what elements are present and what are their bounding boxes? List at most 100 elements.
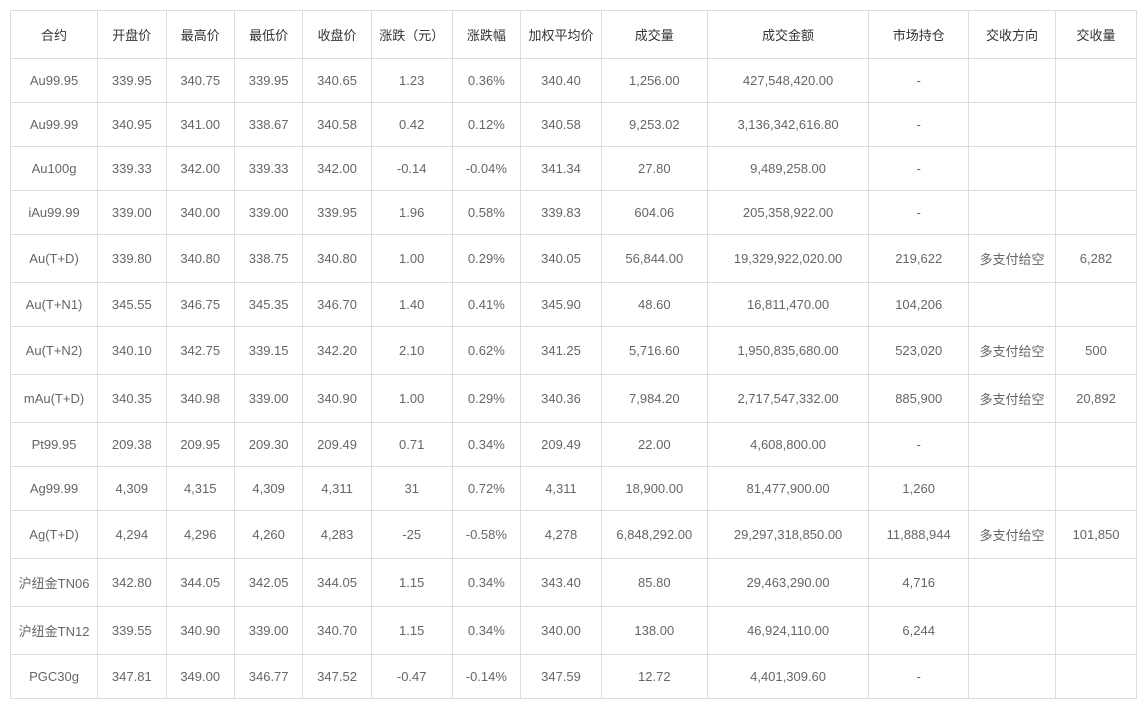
cell-contract: 沪纽金TN06 [11, 559, 98, 607]
cell-change: -0.47 [371, 655, 452, 699]
cell-del_vol: 6,282 [1056, 235, 1137, 283]
cell-wavg: 4,311 [521, 467, 602, 511]
cell-close: 209.49 [303, 423, 371, 467]
cell-open: 342.80 [98, 559, 166, 607]
cell-del_vol [1056, 59, 1137, 103]
cell-open: 339.80 [98, 235, 166, 283]
cell-close: 4,283 [303, 511, 371, 559]
cell-change_pct: 0.41% [452, 283, 520, 327]
table-row: Au99.99340.95341.00338.67340.580.420.12%… [11, 103, 1137, 147]
cell-amount: 19,329,922,020.00 [707, 235, 869, 283]
cell-volume: 1,256.00 [601, 59, 707, 103]
cell-high: 341.00 [166, 103, 234, 147]
cell-low: 4,309 [234, 467, 302, 511]
header-direction: 交收方向 [968, 11, 1055, 59]
cell-direction [968, 607, 1055, 655]
table-row: Au99.95339.95340.75339.95340.651.230.36%… [11, 59, 1137, 103]
cell-direction [968, 147, 1055, 191]
cell-close: 342.00 [303, 147, 371, 191]
cell-amount: 4,608,800.00 [707, 423, 869, 467]
cell-contract: Pt99.95 [11, 423, 98, 467]
table-row: Au100g339.33342.00339.33342.00-0.14-0.04… [11, 147, 1137, 191]
cell-open: 4,309 [98, 467, 166, 511]
cell-wavg: 341.34 [521, 147, 602, 191]
cell-wavg: 347.59 [521, 655, 602, 699]
cell-change_pct: -0.58% [452, 511, 520, 559]
cell-close: 340.70 [303, 607, 371, 655]
cell-low: 342.05 [234, 559, 302, 607]
cell-change: 31 [371, 467, 452, 511]
cell-wavg: 340.36 [521, 375, 602, 423]
cell-volume: 138.00 [601, 607, 707, 655]
cell-low: 346.77 [234, 655, 302, 699]
cell-high: 340.75 [166, 59, 234, 103]
cell-contract: PGC30g [11, 655, 98, 699]
cell-wavg: 340.58 [521, 103, 602, 147]
cell-del_vol [1056, 283, 1137, 327]
cell-change: 1.00 [371, 235, 452, 283]
cell-wavg: 4,278 [521, 511, 602, 559]
header-wavg: 加权平均价 [521, 11, 602, 59]
cell-contract: Ag99.99 [11, 467, 98, 511]
cell-amount: 16,811,470.00 [707, 283, 869, 327]
cell-change: 2.10 [371, 327, 452, 375]
header-amount: 成交金额 [707, 11, 869, 59]
header-open: 开盘价 [98, 11, 166, 59]
cell-position: - [869, 191, 969, 235]
cell-volume: 7,984.20 [601, 375, 707, 423]
cell-change: 1.15 [371, 607, 452, 655]
cell-open: 339.00 [98, 191, 166, 235]
header-close: 收盘价 [303, 11, 371, 59]
cell-close: 340.90 [303, 375, 371, 423]
cell-position: 523,020 [869, 327, 969, 375]
cell-position: 4,716 [869, 559, 969, 607]
table-row: PGC30g347.81349.00346.77347.52-0.47-0.14… [11, 655, 1137, 699]
cell-close: 346.70 [303, 283, 371, 327]
cell-del_vol [1056, 559, 1137, 607]
cell-change: -0.14 [371, 147, 452, 191]
cell-direction [968, 283, 1055, 327]
cell-amount: 2,717,547,332.00 [707, 375, 869, 423]
cell-high: 346.75 [166, 283, 234, 327]
cell-wavg: 340.05 [521, 235, 602, 283]
cell-open: 209.38 [98, 423, 166, 467]
cell-low: 339.00 [234, 607, 302, 655]
cell-position: 885,900 [869, 375, 969, 423]
cell-contract: Au(T+N1) [11, 283, 98, 327]
cell-amount: 427,548,420.00 [707, 59, 869, 103]
cell-direction: 多支付给空 [968, 511, 1055, 559]
cell-open: 340.35 [98, 375, 166, 423]
cell-direction: 多支付给空 [968, 235, 1055, 283]
cell-del_vol [1056, 467, 1137, 511]
cell-high: 344.05 [166, 559, 234, 607]
cell-volume: 85.80 [601, 559, 707, 607]
cell-low: 339.95 [234, 59, 302, 103]
price-table: 合约开盘价最高价最低价收盘价涨跌（元）涨跌幅加权平均价成交量成交金额市场持仓交收… [10, 10, 1137, 699]
cell-del_vol [1056, 103, 1137, 147]
cell-wavg: 340.40 [521, 59, 602, 103]
cell-wavg: 209.49 [521, 423, 602, 467]
cell-volume: 6,848,292.00 [601, 511, 707, 559]
cell-direction: 多支付给空 [968, 327, 1055, 375]
cell-wavg: 343.40 [521, 559, 602, 607]
cell-amount: 205,358,922.00 [707, 191, 869, 235]
table-row: mAu(T+D)340.35340.98339.00340.901.000.29… [11, 375, 1137, 423]
cell-low: 339.00 [234, 191, 302, 235]
cell-change_pct: 0.36% [452, 59, 520, 103]
cell-change_pct: 0.62% [452, 327, 520, 375]
cell-direction [968, 191, 1055, 235]
cell-position: 1,260 [869, 467, 969, 511]
table-row: Ag(T+D)4,2944,2964,2604,283-25-0.58%4,27… [11, 511, 1137, 559]
cell-amount: 3,136,342,616.80 [707, 103, 869, 147]
cell-contract: 沪纽金TN12 [11, 607, 98, 655]
cell-open: 339.33 [98, 147, 166, 191]
cell-high: 209.95 [166, 423, 234, 467]
cell-direction [968, 559, 1055, 607]
cell-close: 342.20 [303, 327, 371, 375]
cell-wavg: 340.00 [521, 607, 602, 655]
cell-position: - [869, 147, 969, 191]
cell-contract: Ag(T+D) [11, 511, 98, 559]
cell-close: 347.52 [303, 655, 371, 699]
cell-low: 4,260 [234, 511, 302, 559]
cell-high: 4,296 [166, 511, 234, 559]
